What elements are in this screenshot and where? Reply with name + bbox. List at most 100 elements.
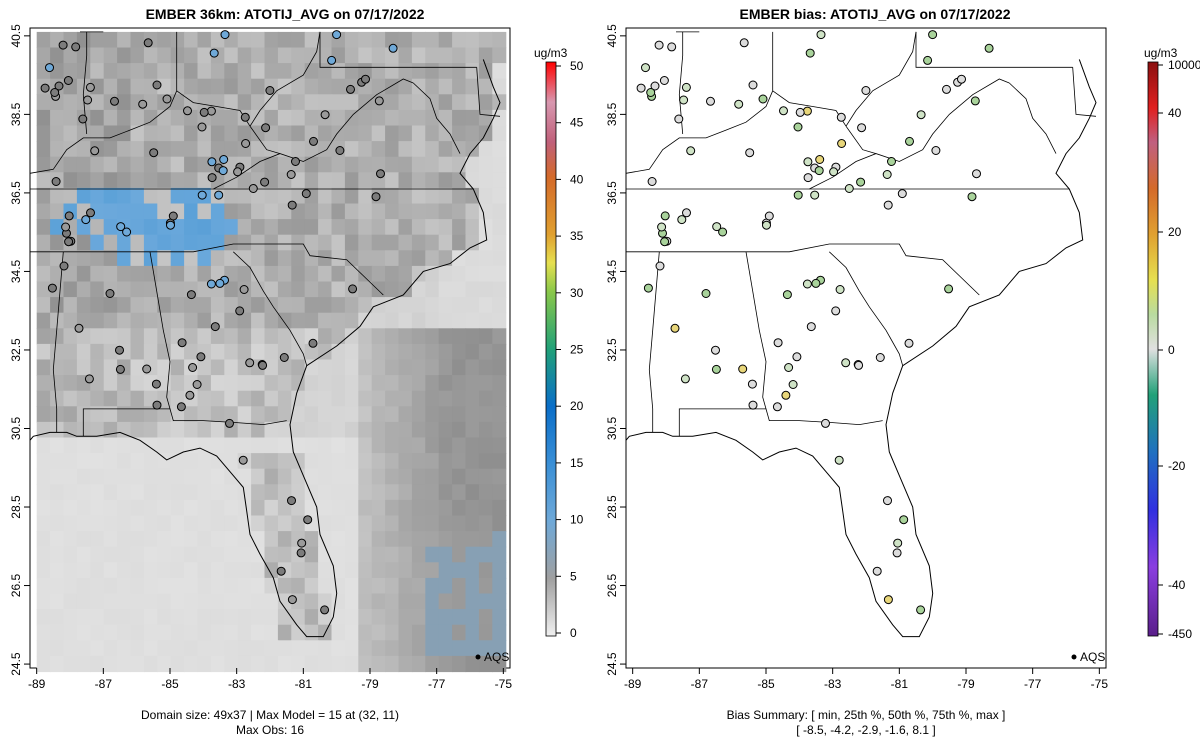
heatmap-cell [103, 312, 118, 329]
heatmap-cell [465, 156, 480, 173]
heatmap-cell [224, 63, 239, 80]
heatmap-cell [358, 156, 373, 173]
heatmap-cell [344, 359, 359, 376]
heatmap-cell [478, 577, 493, 595]
heatmap-cell [170, 125, 185, 142]
heatmap-cell [411, 421, 426, 439]
heatmap-cell [291, 655, 306, 673]
heatmap-cell [157, 203, 172, 220]
heatmap-cell [36, 499, 51, 517]
station-point [348, 284, 358, 294]
heatmap-cell [251, 655, 266, 673]
colorbar2-tick-label: 40 [1168, 106, 1182, 120]
heatmap-cell [344, 31, 359, 49]
heatmap-cell [425, 593, 440, 610]
heatmap-cell [331, 437, 346, 454]
heatmap-cell [237, 406, 252, 423]
heatmap-cell [344, 375, 359, 392]
heatmap-cell [143, 109, 158, 127]
heatmap-cell [291, 453, 306, 470]
heatmap-cell [36, 515, 51, 532]
heatmap-cell [197, 312, 212, 329]
heatmap-cell [425, 390, 440, 407]
heatmap-cell [371, 281, 386, 298]
heatmap-cell [492, 453, 507, 470]
heatmap-cell [184, 78, 199, 95]
station-point [110, 96, 119, 106]
heatmap-cell [411, 250, 426, 267]
heatmap-cell [318, 655, 333, 673]
heatmap-cell [452, 78, 467, 95]
heatmap-cell [452, 265, 467, 283]
colorbar1-tick-label: 5 [570, 569, 577, 583]
station-point [795, 107, 805, 117]
heatmap-cell [425, 203, 440, 220]
heatmap-cell [210, 609, 225, 626]
heatmap-cell [184, 593, 199, 610]
heatmap-cell [210, 297, 225, 314]
panel1-footer-line1: Domain size: 49x37 | Max Model = 15 at (… [140, 708, 400, 722]
heatmap-cell [411, 94, 426, 111]
heatmap-cell [331, 562, 346, 579]
heatmap-cell [344, 63, 359, 80]
heatmap-cell [304, 375, 319, 392]
heatmap-cell [371, 47, 386, 64]
heatmap-cell [398, 109, 413, 127]
heatmap-cell [197, 531, 212, 548]
heatmap-cell [492, 172, 507, 189]
station-point [660, 237, 670, 247]
heatmap-cell [318, 562, 333, 579]
heatmap-cell [331, 499, 346, 517]
station-point [238, 455, 248, 465]
station-point [836, 112, 846, 122]
heatmap-cell [385, 187, 400, 205]
heatmap-cell [344, 109, 359, 127]
heatmap-cell [224, 546, 239, 563]
heatmap-cell [157, 437, 172, 454]
heatmap-cell [117, 531, 132, 548]
heatmap-cell [76, 515, 91, 532]
heatmap-cell [197, 328, 212, 345]
heatmap-cell [143, 655, 158, 673]
heatmap-cell [237, 250, 252, 267]
heatmap-cell [143, 515, 158, 532]
heatmap-cell [438, 655, 453, 673]
x-tick-label: -87 [95, 677, 113, 691]
heatmap-cell [90, 484, 105, 501]
heatmap-cell [224, 141, 239, 158]
heatmap-cell [130, 437, 145, 454]
heatmap-cell [264, 406, 279, 423]
heatmap-cell [36, 219, 51, 236]
heatmap-cell [63, 328, 78, 345]
heatmap-cell [36, 343, 51, 361]
heatmap-cell [50, 250, 65, 267]
heatmap-cell [331, 484, 346, 501]
heatmap-cell [277, 390, 292, 407]
heatmap-cell [117, 265, 132, 283]
heatmap-cell [438, 390, 453, 407]
heatmap-cell [224, 172, 239, 189]
heatmap-cell [478, 562, 493, 579]
heatmap-cell [478, 78, 493, 95]
heatmap-cell [90, 234, 105, 251]
heatmap-cell [130, 47, 145, 64]
heatmap-cell [398, 328, 413, 345]
heatmap-cell [117, 484, 132, 501]
station-point [764, 211, 774, 221]
station-point [122, 227, 132, 237]
station-point [844, 184, 854, 193]
heatmap-cell [438, 437, 453, 454]
heatmap-cell [371, 109, 386, 127]
heatmap-cell [385, 484, 400, 501]
heatmap-cell [237, 203, 252, 220]
heatmap-cell [358, 375, 373, 392]
heatmap-cell [224, 624, 239, 641]
heatmap-cell [411, 609, 426, 626]
heatmap-cell [425, 609, 440, 626]
heatmap-cell [264, 203, 279, 220]
heatmap-cell [318, 172, 333, 189]
station-point [286, 170, 296, 179]
heatmap-cell [157, 593, 172, 610]
heatmap-cell [478, 593, 493, 610]
state-boundary [1009, 82, 1057, 154]
